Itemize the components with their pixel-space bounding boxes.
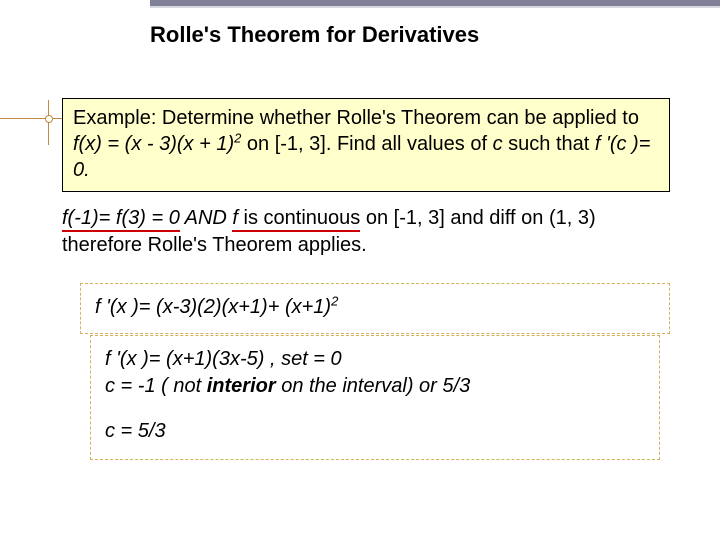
- result-c: c = 5/3: [105, 418, 645, 445]
- c-lead: c = -1 (: [105, 375, 173, 397]
- example-interval: on [-1, 3]. Find all values of: [241, 133, 492, 155]
- slide-title: Rolle's Theorem for Derivatives: [150, 22, 479, 48]
- cond-continuous: is continuous: [244, 207, 361, 232]
- example-lead: Example: Determine whether Rolle's Theor…: [73, 107, 639, 129]
- top-accent-bar: [150, 0, 720, 6]
- example-rest: such that: [503, 133, 595, 155]
- factor-box: f '(x )= (x+1)(3x-5) , set = 0 c = -1 ( …: [90, 335, 660, 460]
- example-box: Example: Determine whether Rolle's Theor…: [62, 98, 670, 192]
- interior-word: interior: [207, 375, 276, 397]
- c-tail: on the interval) or 5/3: [276, 375, 471, 397]
- condition-text: f(-1)= f(3) = 0 AND f is continuous on […: [62, 205, 672, 259]
- example-c: c: [493, 133, 503, 155]
- deriv-expr: f '(x )= (x-3)(2)(x+1)+ (x+1): [95, 296, 331, 318]
- factor-line2: c = -1 ( not interior on the interval) o…: [105, 373, 645, 400]
- cond-endpoints: f(-1)= f(3) = 0: [62, 207, 180, 232]
- cond-and: AND: [180, 207, 233, 229]
- derivative-box: f '(x )= (x-3)(2)(x+1)+ (x+1)2: [80, 283, 670, 334]
- not-word: not: [173, 375, 201, 397]
- deriv-exp: 2: [331, 293, 338, 308]
- axis-origin-dot: [45, 115, 53, 123]
- cond-f: f: [232, 207, 243, 232]
- factor-line1: f '(x )= (x+1)(3x-5) , set = 0: [105, 346, 645, 373]
- factor-expr: f '(x )= (x+1)(3x-5) , set = 0: [105, 348, 342, 370]
- example-fx: f(x) = (x - 3)(x + 1): [73, 133, 234, 155]
